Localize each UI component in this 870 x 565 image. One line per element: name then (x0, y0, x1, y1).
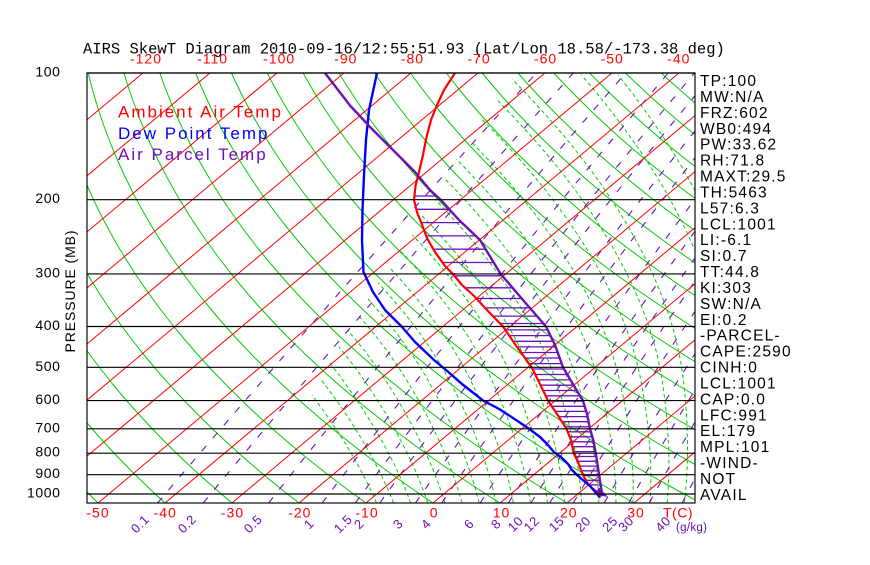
svg-text:20: 20 (560, 505, 578, 521)
svg-text:PW:33.62: PW:33.62 (700, 137, 777, 154)
svg-text:MW:N/A: MW:N/A (700, 89, 765, 106)
svg-text:CAP:0.0: CAP:0.0 (700, 391, 766, 408)
svg-text:-50: -50 (86, 505, 109, 521)
svg-text:CAPE:2590: CAPE:2590 (700, 344, 792, 361)
svg-text:200: 200 (35, 190, 60, 206)
svg-text:-40: -40 (667, 51, 690, 67)
svg-text:SI:0.7: SI:0.7 (700, 248, 748, 265)
svg-text:AIRS SkewT Diagram 2010-09-16/: AIRS SkewT Diagram 2010-09-16/12:55:51.9… (83, 41, 725, 59)
svg-text:-120: -120 (130, 51, 162, 67)
svg-text:500: 500 (35, 358, 60, 374)
svg-text:-20: -20 (288, 505, 311, 521)
svg-text:TP:100: TP:100 (700, 73, 757, 90)
svg-text:-PARCEL-: -PARCEL- (700, 328, 781, 345)
svg-text:1000: 1000 (27, 485, 61, 501)
svg-text:LFC:991: LFC:991 (700, 407, 768, 424)
svg-text:0: 0 (430, 505, 439, 521)
svg-text:MPL:101: MPL:101 (700, 439, 770, 456)
svg-text:KI:303: KI:303 (700, 280, 752, 297)
svg-text:Dew Point Temp: Dew Point Temp (118, 124, 269, 143)
svg-text:-60: -60 (534, 51, 557, 67)
svg-text:MAXT:29.5: MAXT:29.5 (700, 169, 787, 186)
svg-text:700: 700 (35, 419, 60, 435)
svg-text:CINH:0: CINH:0 (700, 360, 758, 377)
svg-text:FRZ:602: FRZ:602 (700, 105, 769, 122)
svg-text:-100: -100 (263, 51, 295, 67)
svg-text:-WIND-: -WIND- (700, 455, 759, 472)
svg-text:T(C): T(C) (663, 505, 693, 521)
svg-text:LCL:1001: LCL:1001 (700, 376, 777, 393)
svg-text:(g/kg): (g/kg) (676, 522, 707, 534)
svg-text:-40: -40 (154, 505, 177, 521)
svg-text:NOT: NOT (700, 471, 736, 488)
svg-text:-110: -110 (197, 51, 228, 67)
svg-text:100: 100 (35, 64, 60, 80)
svg-text:600: 600 (35, 391, 60, 407)
svg-text:-90: -90 (334, 51, 357, 67)
svg-text:LI:-6.1: LI:-6.1 (700, 232, 752, 249)
svg-text:SW:N/A: SW:N/A (700, 296, 762, 313)
svg-text:300: 300 (35, 264, 60, 280)
svg-text:-50: -50 (601, 51, 624, 67)
svg-text:-70: -70 (467, 51, 490, 67)
svg-text:RH:71.8: RH:71.8 (700, 153, 765, 170)
svg-text:TH:5463: TH:5463 (700, 184, 768, 201)
svg-text:AVAIL: AVAIL (700, 487, 748, 504)
svg-text:WB0:494: WB0:494 (700, 121, 772, 138)
svg-text:PRESSURE (MB): PRESSURE (MB) (62, 230, 78, 353)
svg-text:-10: -10 (355, 505, 378, 521)
svg-text:TT:44.8: TT:44.8 (700, 264, 760, 281)
svg-text:EL:179: EL:179 (700, 423, 756, 440)
svg-text:Air Parcel Temp: Air Parcel Temp (118, 145, 268, 164)
svg-text:900: 900 (35, 465, 60, 481)
svg-text:400: 400 (35, 317, 60, 333)
svg-text:LCL:1001: LCL:1001 (700, 216, 777, 233)
svg-text:800: 800 (35, 444, 60, 460)
svg-text:EI:0.2: EI:0.2 (700, 312, 748, 329)
svg-text:Ambient Air Temp: Ambient Air Temp (118, 103, 283, 122)
svg-text:-30: -30 (221, 505, 244, 521)
svg-text:-80: -80 (401, 51, 424, 67)
svg-text:10: 10 (493, 505, 511, 521)
svg-text:30: 30 (627, 505, 645, 521)
svg-text:L57:6.3: L57:6.3 (700, 200, 760, 217)
